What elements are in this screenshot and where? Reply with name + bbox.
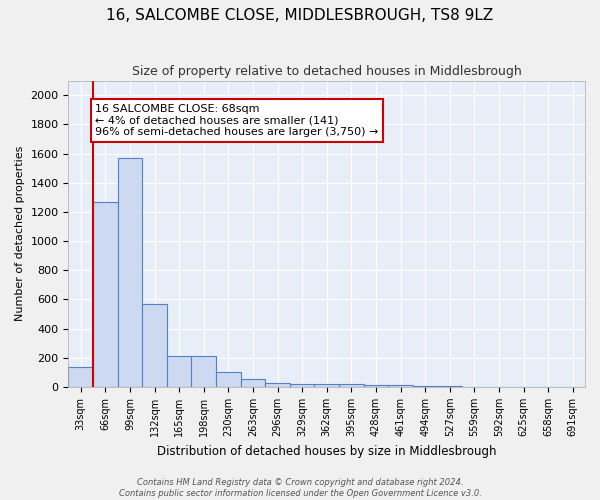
Bar [167,356,191,387]
Bar [437,386,462,387]
Bar [241,379,265,387]
Bar [93,202,118,387]
Text: 16 SALCOMBE CLOSE: 68sqm
← 4% of detached houses are smaller (141)
96% of semi-d: 16 SALCOMBE CLOSE: 68sqm ← 4% of detache… [95,104,379,137]
Bar [265,382,290,387]
Bar [142,304,167,387]
Text: 16, SALCOMBE CLOSE, MIDDLESBROUGH, TS8 9LZ: 16, SALCOMBE CLOSE, MIDDLESBROUGH, TS8 9… [106,8,494,22]
Bar [339,384,364,387]
Text: Contains HM Land Registry data © Crown copyright and database right 2024.
Contai: Contains HM Land Registry data © Crown c… [119,478,481,498]
Bar [290,384,314,387]
Y-axis label: Number of detached properties: Number of detached properties [15,146,25,322]
Title: Size of property relative to detached houses in Middlesbrough: Size of property relative to detached ho… [132,65,521,78]
Bar [118,158,142,387]
Bar [68,366,93,387]
Bar [191,356,216,387]
Bar [413,386,437,387]
Bar [364,385,388,387]
Bar [216,372,241,387]
Bar [388,385,413,387]
X-axis label: Distribution of detached houses by size in Middlesbrough: Distribution of detached houses by size … [157,444,496,458]
Bar [314,384,339,387]
